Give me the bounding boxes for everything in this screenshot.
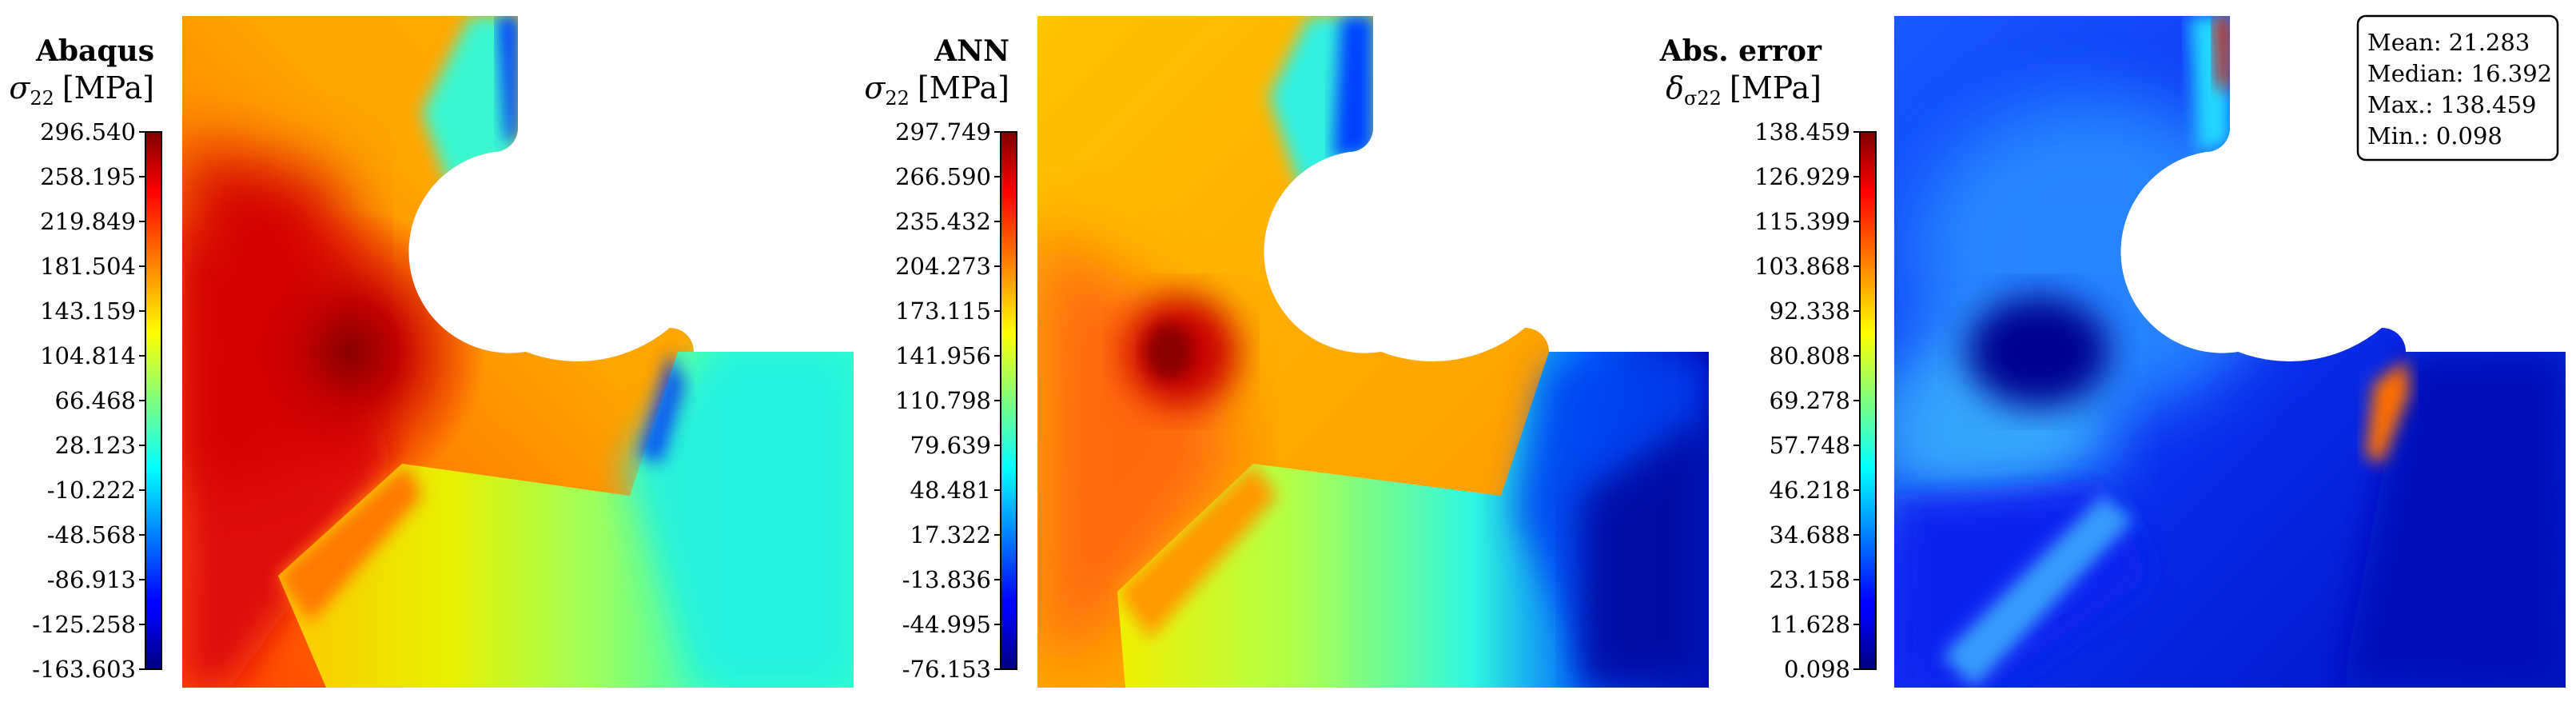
stat-mean: Mean: 21.283 [2367, 29, 2530, 56]
colorbar-tick-label: 80.808 [1770, 342, 1850, 369]
colorbar-tick-label: 141.956 [895, 342, 991, 369]
colorbar [145, 131, 162, 670]
colorbar-tick-label: 143.159 [40, 297, 136, 325]
colorbar-tick-label: 235.432 [895, 208, 991, 235]
colorbar-tick-label: -76.153 [902, 656, 991, 683]
quantity-subscript: 22 [30, 87, 54, 110]
colorbar [1000, 131, 1017, 670]
stat-max: Max.: 138.459 [2367, 91, 2536, 118]
panel-title: Abs. error [1659, 34, 1822, 68]
colorbar-tick-label: 79.639 [910, 432, 991, 459]
colorbar-tick-label: 92.338 [1770, 297, 1850, 325]
colorbar-tick-label: 204.273 [895, 253, 991, 280]
statistics-frame [2356, 14, 2559, 162]
colorbar-tick-label: 69.278 [1770, 387, 1850, 414]
colorbar-ticks: 138.459 126.929 115.399 103.868 92.338 80.808… [1754, 118, 1860, 683]
colorbar [1859, 131, 1877, 670]
panel-title: Abaqus [35, 34, 154, 68]
colorbar-tick-label: 103.868 [1754, 253, 1850, 280]
panel-title: ANN [934, 34, 1009, 68]
colorbar-tick-label: 219.849 [40, 208, 136, 235]
quantity-subscript: σ22 [1684, 87, 1722, 110]
quantity-symbol: δ [1666, 70, 1684, 106]
colorbar-tick-label: 173.115 [895, 297, 991, 325]
panel-abs-error: Abs. error δσ22 [MPa] 138.459 126.929 115.3… [1659, 14, 2566, 688]
colorbar-tick-label: 57.748 [1770, 432, 1850, 459]
colorbar-tick-label: 104.814 [40, 342, 136, 369]
colorbar-tick-label: 126.929 [1754, 163, 1850, 190]
quantity-unit: [MPa] [1730, 70, 1822, 106]
colorbar-tick-label: -125.258 [32, 611, 136, 638]
colorbar-tick-label: 46.218 [1770, 477, 1850, 504]
colorbar-label: σ22 [MPa] [864, 70, 1009, 110]
colorbar-tick-label: 11.628 [1770, 611, 1850, 638]
panel-abaqus: Abaqus σ22 [MPa] 296.540 258.195 219.849 181… [9, 16, 854, 688]
colorbar-tick-label: -44.995 [902, 611, 991, 638]
quantity-symbol: σ [864, 70, 886, 106]
colorbar-ticks: 296.540 258.195 219.849 181.504 143.159 104.8… [32, 118, 145, 683]
stat-median: Median: 16.392 [2367, 60, 2552, 87]
colorbar-tick-label: 28.123 [55, 432, 136, 459]
colorbar-tick-label: -48.568 [47, 521, 136, 548]
colorbar-tick-label: 115.399 [1754, 208, 1850, 235]
colorbar-tick-label: 23.158 [1770, 566, 1850, 593]
colorbar-tick-label: 66.468 [55, 387, 136, 414]
quantity-unit: [MPa] [62, 70, 154, 106]
quantity-unit: [MPa] [918, 70, 1009, 106]
colorbar-tick-label: -86.913 [47, 566, 136, 593]
quantity-subscript: 22 [885, 87, 910, 110]
colorbar-ticks: 297.749 266.590 235.432 204.273 173.115 141.9… [895, 118, 1001, 683]
colorbar-tick-label: -10.222 [47, 477, 136, 504]
colorbar-tick-label: -163.603 [32, 656, 136, 683]
colorbar-tick-label: 0.098 [1784, 656, 1850, 683]
colorbar-tick-label: -13.836 [902, 566, 991, 593]
colorbar-tick-label: 48.481 [910, 477, 991, 504]
quantity-symbol: σ [9, 70, 30, 106]
colorbar-tick-label: 258.195 [40, 163, 136, 190]
field-plot [182, 16, 854, 688]
field-plot [1037, 16, 1709, 688]
colorbar-tick-label: 138.459 [1754, 118, 1850, 146]
colorbar-tick-label: 296.540 [40, 118, 136, 146]
panel-ann: ANN σ22 [MPa] 297.749 266.590 235.432 204.27… [864, 16, 1709, 688]
colorbar-tick-label: 17.322 [910, 521, 991, 548]
colorbar-label: δσ22 [MPa] [1666, 70, 1822, 110]
colorbar-tick-label: 297.749 [895, 118, 991, 146]
stat-min: Min.: 0.098 [2367, 122, 2502, 150]
colorbar-tick-label: 34.688 [1770, 521, 1850, 548]
colorbar-label: σ22 [MPa] [9, 70, 154, 110]
colorbar-tick-label: 110.798 [895, 387, 991, 414]
statistics-box: Mean: 21.283 Median: 16.392 Max.: 138.45… [2356, 14, 2559, 162]
colorbar-tick-label: 181.504 [40, 253, 136, 280]
colorbar-tick-label: 266.590 [895, 163, 991, 190]
